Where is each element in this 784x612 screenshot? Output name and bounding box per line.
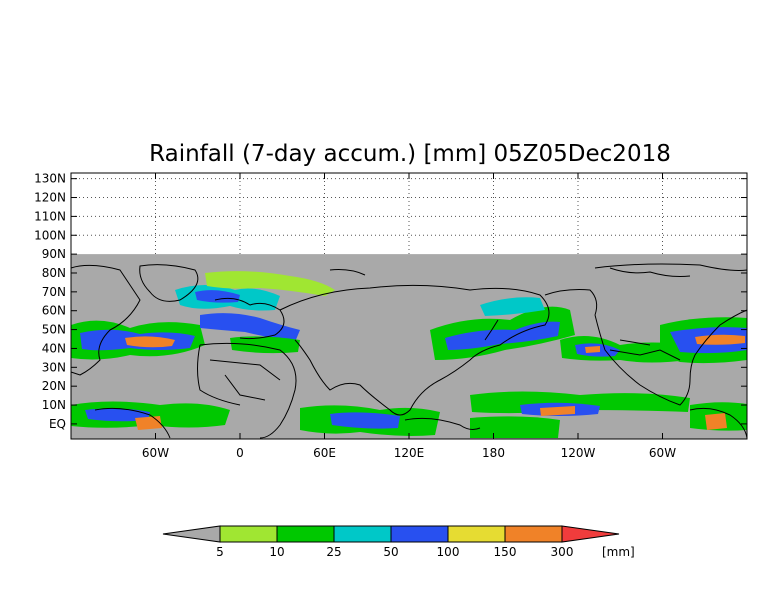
lat-tick-label: 80N	[42, 266, 66, 280]
lat-tick-label: 30N	[42, 360, 66, 374]
lat-tick-label: 50N	[42, 323, 66, 337]
lon-tick-label: 120W	[561, 446, 596, 460]
lat-tick-label: 120N	[34, 191, 66, 205]
coastline-japan	[484, 319, 499, 341]
rain-band-indian-ocean-core	[330, 412, 400, 429]
colorbar-label: 50	[383, 545, 398, 559]
longitude-ticks: 60W 0 60E 120E 180 120W 60W	[142, 173, 676, 460]
colorbar-label: 150	[494, 545, 517, 559]
colorbar-bin	[390, 525, 449, 543]
colorbar-bin	[447, 525, 506, 543]
lat-tick-label: 110N	[34, 209, 66, 223]
coastline-svalbard	[329, 269, 366, 276]
colorbar-low-triangle	[162, 525, 221, 543]
coastline-south-america	[94, 407, 171, 439]
coastline-arctic-islands	[609, 267, 691, 277]
lon-tick-label: 0	[236, 446, 244, 460]
lat-tick-label: 20N	[42, 379, 66, 393]
coastline-asia	[279, 284, 550, 416]
colorbar-bin	[276, 525, 335, 543]
lat-tick-label: 60N	[42, 304, 66, 318]
coastline-north-america-east	[594, 263, 748, 406]
rain-core-itcz-pacific	[540, 406, 575, 416]
lat-tick-label: 130N	[34, 172, 66, 186]
rain-band-itcz-atlantic-core	[85, 408, 150, 422]
colorbar-label: 300	[551, 545, 574, 559]
lat-tick-label: 100N	[34, 228, 66, 242]
rain-core-northeast-pacific	[585, 346, 600, 353]
lon-tick-label: 60W	[142, 446, 169, 460]
rain-band-north-atlantic-core	[195, 290, 240, 303]
colorbar-unit: [mm]	[602, 545, 635, 559]
colorbar-label: 5	[216, 545, 224, 559]
colorbar-bin	[219, 525, 278, 543]
colorbar-label: 25	[326, 545, 341, 559]
coastline-greenland	[139, 264, 199, 302]
coastline-indonesia	[404, 417, 481, 430]
colorbar: 5 10 25 50 100 150 300 [mm]	[162, 525, 635, 559]
rain-band-greenland-sea	[205, 271, 335, 296]
rain-band-north-pacific-north	[480, 297, 545, 316]
coastline-north-america-west	[70, 264, 141, 376]
lat-tick-label: 10N	[42, 398, 66, 412]
lon-tick-label: 60W	[649, 446, 676, 460]
lat-tick-label: 70N	[42, 285, 66, 299]
rain-core-itcz-east	[705, 413, 727, 430]
colorbar-label: 100	[437, 545, 460, 559]
map-title: Rainfall (7-day accum.) [mm] 05Z05Dec201…	[149, 141, 671, 167]
latitude-ticks: 130N 120N 110N 100N 90N 80N 70N 60N 50N 40N 30N 20N…	[34, 172, 747, 431]
country-borders	[209, 339, 681, 401]
lat-tick-label: 90N	[42, 247, 66, 261]
rain-core-atlantic	[125, 336, 175, 348]
grid-lines	[71, 173, 747, 255]
rain-core-itcz-atlantic	[135, 416, 162, 430]
colorbar-bin	[504, 525, 563, 543]
rain-band-mediterranean	[230, 336, 300, 354]
colorbar-high-triangle	[561, 525, 620, 543]
rain-core-atlantic-east	[695, 334, 745, 345]
coastline-africa	[197, 342, 297, 439]
coastlines	[70, 263, 748, 439]
lat-tick-label: EQ	[49, 417, 66, 431]
lon-tick-label: 120E	[394, 446, 425, 460]
lon-tick-label: 180	[482, 446, 505, 460]
lon-tick-label: 60E	[313, 446, 336, 460]
coastline-alaska	[544, 289, 598, 316]
rain-band-south-pacific	[470, 416, 560, 438]
lat-tick-label: 40N	[42, 341, 66, 355]
map-panel: 130N 120N 110N 100N 90N 80N 70N 60N 50N 40N 30N 20N…	[34, 172, 748, 460]
colorbar-label: 10	[269, 545, 284, 559]
coastline-south-america-east	[689, 407, 748, 439]
colorbar-bin	[333, 525, 392, 543]
